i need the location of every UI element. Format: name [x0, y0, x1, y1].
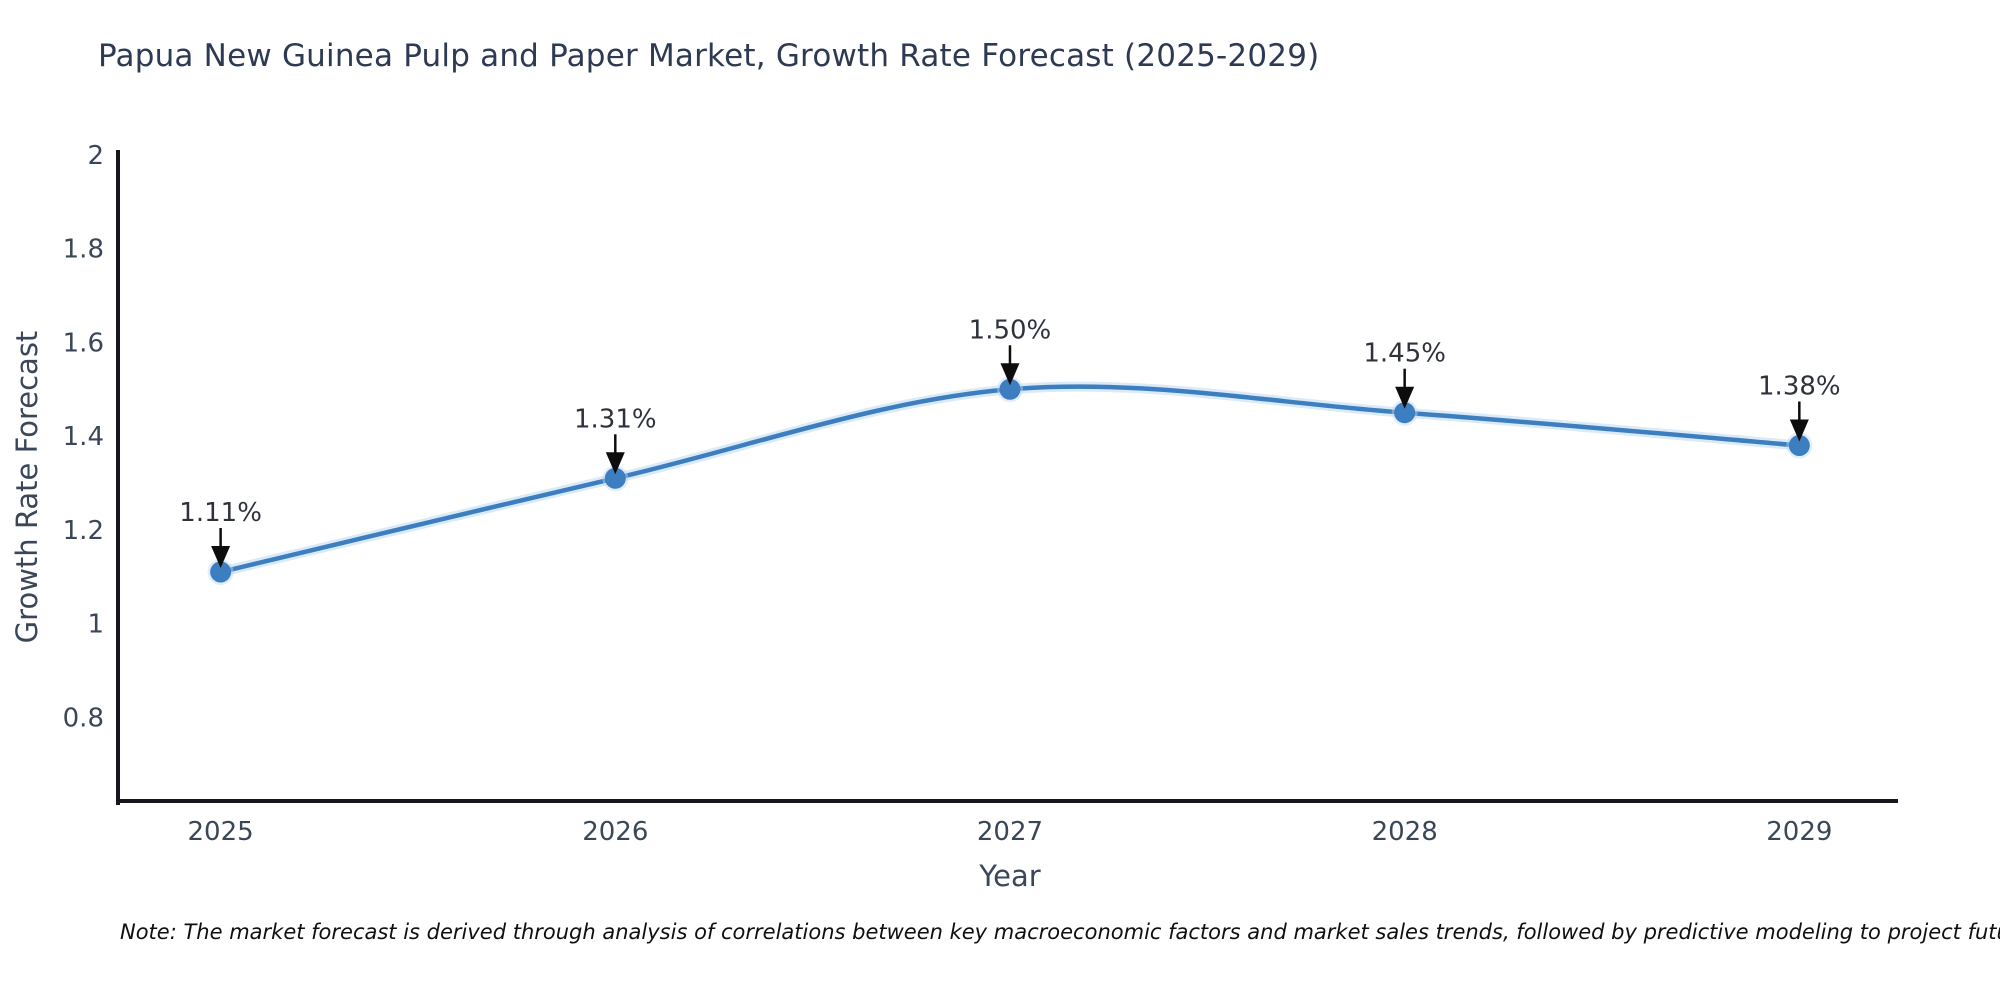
chart-title: Papua New Guinea Pulp and Paper Market, … — [98, 38, 1320, 74]
x-axis-title: Year — [979, 859, 1041, 893]
annotation-arrowhead — [1789, 419, 1809, 442]
y-tick-label: 2 — [87, 141, 104, 171]
y-tick-label: 1.8 — [63, 235, 104, 265]
y-tick-label: 1.2 — [63, 516, 104, 546]
y-tick-label: 1 — [87, 610, 104, 640]
x-tick-label: 2028 — [1372, 817, 1438, 847]
trend-line — [218, 384, 1802, 575]
y-tick-label: 0.8 — [63, 703, 104, 733]
x-tick-label: 2026 — [582, 817, 648, 847]
annotation-arrowhead — [211, 546, 231, 569]
y-tick-label: 1.4 — [63, 422, 104, 452]
point-annotation-label: 1.45% — [1363, 339, 1446, 369]
annotation-arrowhead — [605, 452, 625, 475]
annotation-arrowhead — [1395, 386, 1415, 409]
point-annotation-label: 1.31% — [574, 404, 657, 434]
data-point-marker — [999, 378, 1021, 400]
data-point-marker — [210, 561, 232, 583]
point-annotation-label: 1.38% — [1758, 371, 1841, 401]
trend-line-halo — [215, 381, 1805, 578]
point-annotation-label: 1.50% — [969, 315, 1052, 345]
x-tick-label: 2029 — [1766, 817, 1832, 847]
data-point-marker — [1788, 434, 1810, 456]
point-annotation-label: 1.11% — [179, 498, 262, 528]
x-tick-label: 2027 — [977, 817, 1043, 847]
y-tick-label: 1.6 — [63, 328, 104, 358]
x-tick-label: 2025 — [188, 817, 254, 847]
footnote: Note: The market forecast is derived thr… — [120, 920, 2000, 944]
data-point-marker — [1394, 402, 1416, 424]
data-point-marker — [604, 467, 626, 489]
annotation-arrowhead — [1000, 363, 1020, 386]
